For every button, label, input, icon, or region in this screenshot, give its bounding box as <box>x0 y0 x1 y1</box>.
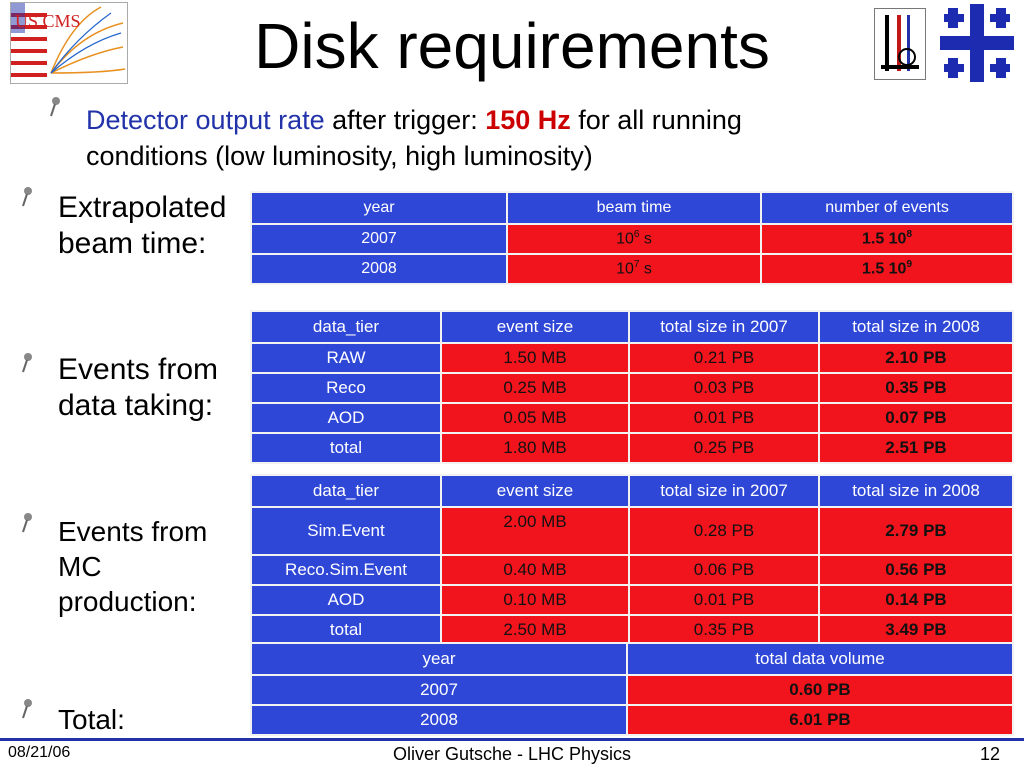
table-cell: 1.5 108 <box>762 225 1012 253</box>
table-header: total size in 2007 <box>630 476 818 506</box>
table-header: event size <box>442 476 628 506</box>
total-volume-table: year total data volume 2007 0.60 PB 2008 6… <box>250 642 1014 736</box>
table-cell: 1.5 109 <box>762 255 1012 283</box>
footer-author: Oliver Gutsche - LHC Physics <box>392 744 632 764</box>
lead-line2: conditions (low luminosity, high luminos… <box>86 141 593 171</box>
data-taking-label: Events from data taking: <box>58 353 219 422</box>
footer-date: 08/21/06 <box>8 744 71 761</box>
beam-time-table: year beam time number of events 2007 106… <box>250 191 1014 285</box>
lead-term: Detector output rate <box>86 105 325 135</box>
pushpin-bullet-icon <box>22 353 32 373</box>
table-header: year <box>252 644 626 674</box>
page-title: Disk requirements <box>254 10 770 82</box>
fermilab-logo <box>940 4 1014 82</box>
table-cell: 2007 <box>252 225 506 253</box>
table-row: AOD 0.10 MB 0.01 PB 0.14 PB <box>252 586 1012 614</box>
mc-production-table: data_tier event size total size in 2007 … <box>250 474 1014 646</box>
total-label: Total: <box>58 704 125 735</box>
uscms-logo: US CMS <box>10 2 128 84</box>
pushpin-bullet-icon <box>22 187 32 207</box>
table-row: 2008 6.01 PB <box>252 706 1012 734</box>
table-header: number of events <box>762 193 1012 223</box>
table-row: RAW 1.50 MB 0.21 PB 2.10 PB <box>252 344 1012 372</box>
pushpin-bullet-icon <box>50 97 60 117</box>
table-row: 2007 0.60 PB <box>252 676 1012 704</box>
table-header: event size <box>442 312 628 342</box>
table-cell: 2008 <box>252 255 506 283</box>
table-header: year <box>252 193 506 223</box>
table-row: Reco 0.25 MB 0.03 PB 0.35 PB <box>252 374 1012 402</box>
footer-divider <box>0 738 1024 741</box>
beam-time-label: Extrapolated beam time: <box>58 191 227 260</box>
lead-text: after trigger: <box>324 105 486 135</box>
table-cell: 106 s <box>508 225 760 253</box>
uscms-logo-text: US CMS <box>15 11 81 31</box>
table-header: total size in 2008 <box>820 476 1012 506</box>
table-row: total 1.80 MB 0.25 PB 2.51 PB <box>252 434 1012 462</box>
table-row: total 2.50 MB 0.35 PB 3.49 PB <box>252 616 1012 644</box>
lead-text-end: for all running <box>570 105 742 135</box>
table-header: total data volume <box>628 644 1012 674</box>
table-header: data_tier <box>252 312 440 342</box>
data-taking-table: data_tier event size total size in 2007 … <box>250 310 1014 464</box>
lpc-logo <box>874 8 926 80</box>
table-header: total size in 2007 <box>630 312 818 342</box>
table-row: Sim.Event 2.00 MB 0.28 PB 2.79 PB <box>252 508 1012 554</box>
table-row: AOD 0.05 MB 0.01 PB 0.07 PB <box>252 404 1012 432</box>
table-header: total size in 2008 <box>820 312 1012 342</box>
table-cell: 107 s <box>508 255 760 283</box>
mc-production-label: Events from MC production: <box>58 516 208 617</box>
pushpin-bullet-icon <box>22 513 32 533</box>
table-row: Reco.Sim.Event 0.40 MB 0.06 PB 0.56 PB <box>252 556 1012 584</box>
table-header: data_tier <box>252 476 440 506</box>
page-number: 12 <box>980 744 1001 764</box>
lead-bullet: Detector output rate after trigger: 150 … <box>86 102 742 174</box>
pushpin-bullet-icon <box>22 699 32 719</box>
lead-rate: 150 Hz <box>485 105 571 135</box>
table-header: beam time <box>508 193 760 223</box>
